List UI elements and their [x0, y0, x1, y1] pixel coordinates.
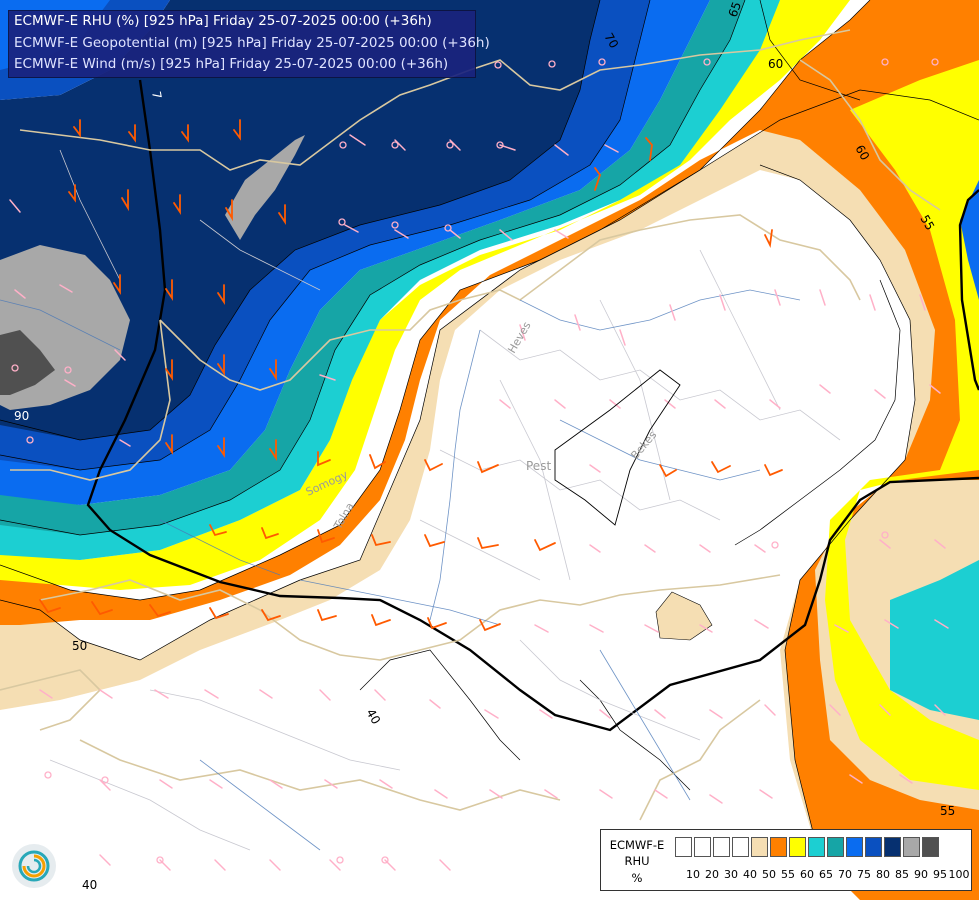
contour-label-40b: 40: [82, 878, 97, 892]
legend-tick-label: 90: [914, 868, 928, 881]
legend-swatch: [751, 837, 768, 857]
contour-label-55a: 55: [940, 804, 955, 818]
contour-label-55b: 55: [917, 213, 937, 233]
contour-label-60a: 60: [768, 57, 783, 71]
regional-boundaries: [49, 149, 841, 851]
legend-swatch: [827, 837, 844, 857]
rhu-area-60: [0, 0, 850, 590]
legend-swatch: [789, 837, 806, 857]
legend-swatch: [675, 837, 692, 857]
place-label-pest: Pest: [526, 459, 551, 473]
legend-tick-label: 85: [895, 868, 909, 881]
legend-tick-label: 20: [705, 868, 719, 881]
ecmwf-logo-icon: [12, 844, 56, 888]
legend-tick-label: 30: [724, 868, 738, 881]
legend-tick-label: 60: [800, 868, 814, 881]
legend-tick-label: 75: [857, 868, 871, 881]
rhu-area-60-east: [825, 60, 979, 790]
legend-swatch: [865, 837, 882, 857]
legend-swatch: [922, 837, 939, 857]
rhu-area-95: [0, 330, 55, 395]
legend-tick-label: 55: [781, 868, 795, 881]
color-legend: ECMWF-E RHU % 10 20 30 40 50 55 60 65 70 75 80 85 90…: [600, 829, 972, 891]
title-panel: [8, 10, 476, 78]
contour-label-40a: 40: [363, 707, 383, 727]
rhu-area-65-east: [890, 560, 979, 720]
legend-tick-label: 80: [876, 868, 890, 881]
legend-tick-label: 10: [686, 868, 700, 881]
legend-tick-label: 50: [762, 868, 776, 881]
legend-swatch: [694, 837, 711, 857]
legend-swatch: [808, 837, 825, 857]
legend-tick-label: 95: [933, 868, 947, 881]
legend-title-variable: RHU: [624, 854, 650, 868]
wind-barbs-strong: [39, 119, 783, 632]
legend-swatch: [713, 837, 730, 857]
geopotential-contours: [86, 79, 979, 732]
contour-label-50: 50: [72, 639, 87, 653]
rhu-area-75: [0, 0, 710, 505]
contour-label-90: 90: [14, 409, 29, 423]
legend-unit: %: [631, 871, 643, 885]
rhu-area-50-island: [655, 591, 713, 641]
county-outline: [554, 369, 681, 526]
rivers: [0, 289, 801, 851]
contour-labels: 70 65 60 60 50 40 40 55 55 90 7: [14, 0, 955, 892]
legend-swatch: [732, 837, 749, 857]
contour-label-65: 65: [726, 0, 744, 19]
rhu-contours: [0, 0, 979, 861]
rhu-area-70: [0, 0, 745, 535]
rhu-area-85: [0, 0, 600, 440]
legend-tick-label: 70: [838, 868, 852, 881]
legend-swatch: [884, 837, 901, 857]
legend-title-model: ECMWF-E: [609, 838, 665, 852]
contour-label-60b: 60: [852, 143, 872, 163]
wind-calm-markers: [11, 58, 939, 864]
wind-barbs-weak: [9, 134, 949, 871]
legend-tick-label: 65: [819, 868, 833, 881]
legend-tick-label: 100: [948, 868, 970, 881]
legend-swatch: [846, 837, 863, 857]
contour-label-70: 70: [601, 31, 621, 51]
contour-label-75: 7: [149, 90, 164, 100]
legend-swatch: [903, 837, 920, 857]
rhu-area-90-b: [225, 135, 305, 240]
country-borders: [0, 29, 941, 821]
title-geopotential: ECMWF-E Geopotential (m) [925 hPa] Frida…: [14, 35, 490, 51]
legend-swatch: [770, 837, 787, 857]
title-wind: ECMWF-E Wind (m/s) [925 hPa] Friday 25-0…: [14, 56, 449, 72]
legend-tick-label: 40: [743, 868, 757, 881]
title-rhu: ECMWF-E RHU (%) [925 hPa] Friday 25-07-2…: [14, 13, 432, 29]
